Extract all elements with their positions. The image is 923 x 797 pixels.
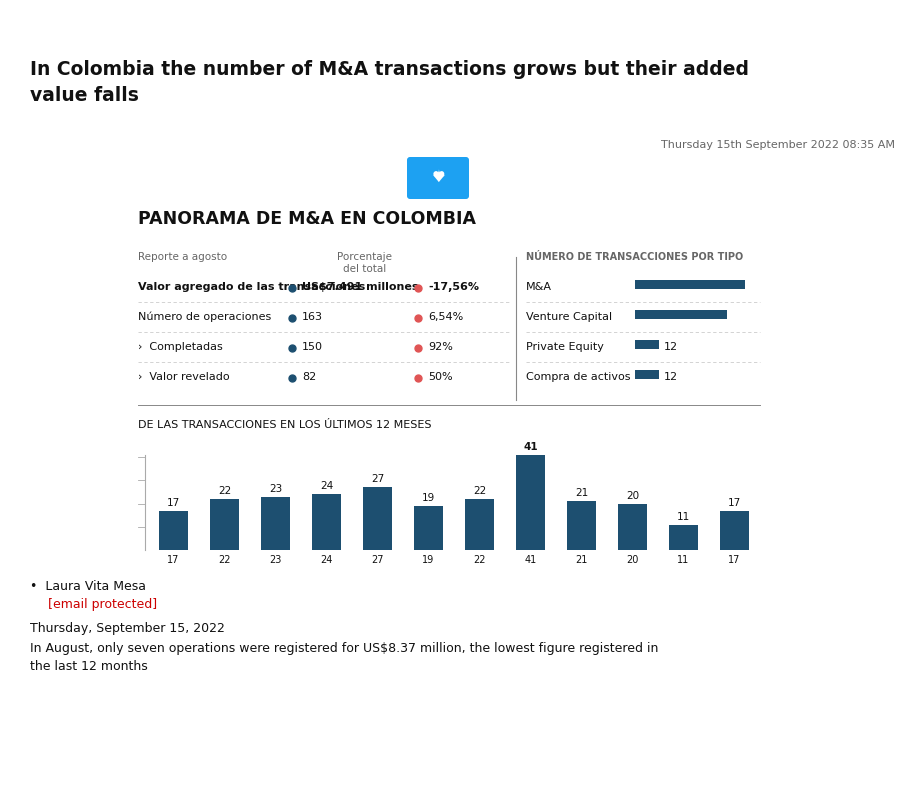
Text: 11: 11	[677, 512, 690, 521]
Text: 27: 27	[371, 474, 384, 485]
Text: 23: 23	[270, 555, 282, 565]
Text: 12: 12	[665, 372, 678, 382]
Text: Reporte a agosto: Reporte a agosto	[138, 252, 227, 262]
Text: Porcentaje
del total: Porcentaje del total	[338, 252, 392, 273]
Text: Número de operaciones: Número de operaciones	[138, 312, 271, 323]
Bar	[313, 494, 341, 550]
Text: Valor agregado de las transacciones: Valor agregado de las transacciones	[138, 282, 366, 292]
Bar	[618, 504, 646, 550]
Text: NÚMERO DE TRANSACCIONES POR TIPO: NÚMERO DE TRANSACCIONES POR TIPO	[526, 252, 743, 262]
Text: •  Laura Vita Mesa: • Laura Vita Mesa	[30, 580, 146, 593]
Text: 23: 23	[269, 484, 282, 493]
Text: In Colombia the number of M&A transactions grows but their added: In Colombia the number of M&A transactio…	[30, 60, 749, 79]
Text: In August, only seven operations were registered for US$8.37 million, the lowest: In August, only seven operations were re…	[30, 642, 658, 655]
Bar	[721, 511, 749, 550]
Text: DE LAS TRANSACCIONES EN LOS ÚLTIMOS 12 MESES: DE LAS TRANSACCIONES EN LOS ÚLTIMOS 12 M…	[138, 420, 431, 430]
Text: 82: 82	[302, 372, 317, 382]
Text: 24: 24	[320, 481, 333, 492]
Bar	[635, 370, 659, 379]
Bar	[635, 310, 727, 319]
Text: 19: 19	[422, 493, 435, 503]
Bar	[517, 455, 545, 550]
Text: ›  Valor revelado: › Valor revelado	[138, 372, 230, 382]
Text: Private Equity: Private Equity	[526, 342, 604, 352]
Text: US$7.491 millones: US$7.491 millones	[302, 282, 418, 292]
Text: Thursday, September 15, 2022: Thursday, September 15, 2022	[30, 622, 225, 635]
Text: 17: 17	[728, 497, 741, 508]
Text: ›  Completadas: › Completadas	[138, 342, 222, 352]
Text: 17: 17	[167, 497, 180, 508]
Text: [email protected]: [email protected]	[48, 598, 157, 611]
Text: 20: 20	[626, 491, 639, 501]
FancyBboxPatch shape	[407, 157, 469, 199]
Text: 6,54%: 6,54%	[428, 312, 463, 322]
Text: 17: 17	[167, 555, 180, 565]
Text: 92%: 92%	[428, 342, 453, 352]
Bar	[465, 499, 494, 550]
Text: 50%: 50%	[428, 372, 452, 382]
Bar	[568, 501, 595, 550]
Bar	[364, 488, 391, 550]
Text: Compra de activos: Compra de activos	[526, 372, 630, 382]
Text: M&A: M&A	[526, 282, 552, 292]
Text: 150: 150	[302, 342, 323, 352]
Text: PANORAMA DE M&A EN COLOMBIA: PANORAMA DE M&A EN COLOMBIA	[138, 210, 476, 228]
Text: 11: 11	[677, 555, 689, 565]
Text: Thursday 15th September 2022 08:35 AM: Thursday 15th September 2022 08:35 AM	[661, 140, 895, 150]
Text: Colombia Detail Zero: Colombia Detail Zero	[17, 14, 172, 29]
Text: ✦: ✦	[431, 169, 445, 187]
Text: 27: 27	[371, 555, 384, 565]
Bar	[635, 280, 745, 289]
Text: value falls: value falls	[30, 86, 138, 105]
Text: the last 12 months: the last 12 months	[30, 660, 148, 673]
Bar	[160, 511, 187, 550]
Bar	[414, 506, 442, 550]
Bar	[261, 497, 290, 550]
Text: ♥: ♥	[431, 171, 445, 186]
Text: 17: 17	[728, 555, 740, 565]
Text: 21: 21	[575, 555, 588, 565]
Text: 22: 22	[218, 555, 231, 565]
Text: Venture Capital: Venture Capital	[526, 312, 612, 322]
Text: 22: 22	[473, 555, 485, 565]
Text: 12: 12	[665, 342, 678, 352]
Text: 24: 24	[320, 555, 332, 565]
Text: 19: 19	[423, 555, 435, 565]
Bar	[635, 340, 659, 349]
Text: -17,56%: -17,56%	[428, 282, 479, 292]
Text: 22: 22	[218, 486, 231, 496]
Bar	[210, 499, 238, 550]
Bar	[669, 524, 698, 550]
Text: 22: 22	[473, 486, 486, 496]
Text: 21: 21	[575, 489, 588, 498]
Text: 20: 20	[627, 555, 639, 565]
Text: 41: 41	[523, 442, 538, 452]
Text: 41: 41	[524, 555, 536, 565]
Text: 163: 163	[302, 312, 323, 322]
